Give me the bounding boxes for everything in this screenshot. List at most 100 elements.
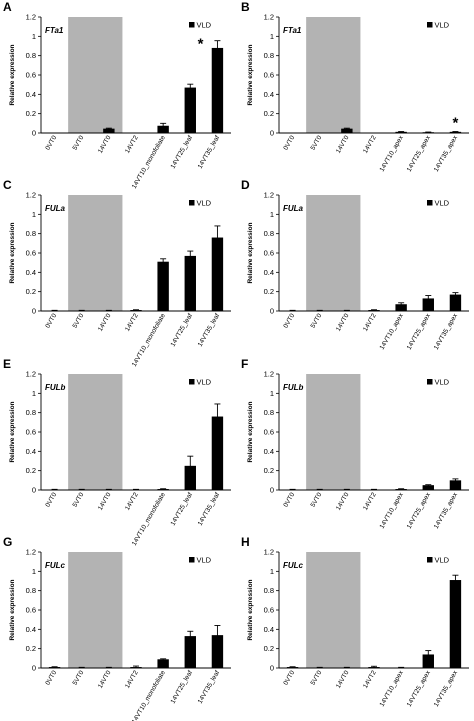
y-tick-label: 0.2 (26, 644, 36, 653)
category-label: 14VT0 (97, 134, 113, 154)
y-tick-label: 0.2 (264, 109, 274, 118)
y-tick-label: 0.2 (264, 466, 274, 475)
category-label: 14VT2 (362, 491, 378, 511)
y-tick-label: 0.6 (264, 428, 274, 437)
category-label: 14VT2 (362, 134, 378, 154)
gene-label: FULa (283, 204, 304, 213)
category-label: 14VT35_apex (433, 669, 460, 708)
y-tick-label: 1 (32, 389, 36, 398)
legend-swatch (427, 200, 433, 206)
category-label: 14VT25_apex (406, 312, 433, 351)
gene-label: FULc (283, 561, 304, 570)
y-axis-label: Relative expression (247, 222, 254, 283)
y-tick-label: 0 (32, 129, 36, 138)
panel-a: A FTa1 0 0.2 0.4 0.6 0.8 1 1.2 Relative expressio… (3, 0, 231, 190)
category-label: 14VT25_apex (406, 669, 433, 708)
bar (395, 489, 407, 490)
category-label: 14VT25_leaf (170, 312, 195, 348)
panel-letter: F (241, 357, 248, 371)
category-label: 0VT0 (282, 669, 296, 686)
y-axis-label: Relative expression (247, 44, 254, 105)
bar (341, 128, 353, 133)
y-tick-label: 0.2 (26, 109, 36, 118)
y-tick-label: 0.8 (264, 408, 274, 417)
bar (130, 310, 142, 311)
significance-marker: * (198, 36, 204, 53)
bar (395, 131, 407, 133)
panel-e: E FULb 0 0.2 0.4 0.6 0.8 1 1.2 Relative expressio… (3, 357, 231, 547)
category-label: 14VT35_leaf (197, 491, 222, 527)
y-axis-label: Relative expression (247, 401, 254, 462)
y-tick-label: 1 (270, 32, 274, 41)
bar (211, 47, 224, 133)
y-tick-label: 0.6 (26, 428, 36, 437)
shaded-region (68, 195, 123, 311)
y-tick-label: 0.4 (26, 447, 36, 456)
legend-label: VLD (197, 199, 212, 208)
category-label: 5VT0 (72, 134, 86, 151)
category-label: 14VT0 (335, 669, 351, 689)
y-tick-label: 1.2 (264, 370, 274, 379)
category-label: 5VT0 (310, 669, 324, 686)
y-tick-label: 1 (270, 567, 274, 576)
panel-d: D FULa 0 0.2 0.4 0.6 0.8 1 1.2 Relative expressio… (241, 178, 469, 351)
y-axis-label: Relative expression (9, 44, 16, 105)
bar (449, 580, 462, 668)
bar (184, 87, 196, 133)
y-tick-label: 0 (32, 307, 36, 316)
shaded-region (306, 195, 361, 311)
bar (157, 261, 169, 311)
y-tick-label: 0.2 (26, 466, 36, 475)
y-tick-label: 1.2 (26, 548, 36, 557)
significance-marker: * (453, 115, 459, 132)
y-tick-label: 0.6 (26, 71, 36, 80)
y-tick-label: 1.2 (26, 370, 36, 379)
panel-letter: D (241, 178, 250, 192)
bar (422, 298, 434, 311)
panel-g: G FULc 0 0.2 0.4 0.6 0.8 1 1.2 Relative expressio… (3, 535, 231, 721)
category-label: 5VT0 (310, 312, 324, 329)
bar (184, 636, 196, 668)
y-tick-label: 1 (270, 389, 274, 398)
y-tick-label: 0.2 (264, 644, 274, 653)
y-tick-label: 0.8 (26, 229, 36, 238)
category-label: 0VT0 (282, 491, 296, 508)
category-label: 14VT0 (97, 491, 113, 511)
bar (449, 480, 462, 490)
legend-label: VLD (197, 378, 212, 387)
y-tick-label: 0 (270, 129, 274, 138)
y-tick-label: 0.4 (264, 447, 274, 456)
y-axis-label: Relative expression (9, 579, 16, 640)
bar (184, 255, 196, 311)
y-tick-label: 0.8 (264, 229, 274, 238)
y-tick-label: 0.6 (26, 249, 36, 258)
y-tick-label: 0 (270, 486, 274, 495)
y-tick-label: 1.2 (264, 191, 274, 200)
bar (103, 128, 115, 133)
panel-letter: E (3, 357, 11, 371)
category-label: 14VT35_apex (433, 491, 460, 530)
category-label: 0VT0 (282, 134, 296, 151)
gene-label: FULb (45, 383, 66, 392)
bar (157, 125, 169, 133)
y-tick-label: 1.2 (26, 191, 36, 200)
y-tick-label: 0.2 (264, 287, 274, 296)
legend-label: VLD (435, 556, 450, 565)
y-tick-label: 0.6 (264, 606, 274, 615)
shaded-region (306, 17, 361, 133)
y-tick-label: 0.4 (26, 625, 36, 634)
legend-swatch (427, 379, 433, 385)
category-label: 14VT35_apex (433, 134, 460, 173)
y-axis-label: Relative expression (9, 222, 16, 283)
shaded-region (306, 552, 361, 668)
category-label: 0VT0 (44, 669, 58, 686)
category-label: 14VT10_apex (379, 134, 406, 173)
bar (157, 489, 169, 490)
panel-letter: A (3, 0, 12, 14)
bar (157, 659, 169, 668)
category-label: 14VT0 (97, 669, 113, 689)
bar (211, 416, 224, 490)
category-label: 14VT25_apex (406, 491, 433, 530)
category-label: 14VT10_apex (379, 491, 406, 530)
